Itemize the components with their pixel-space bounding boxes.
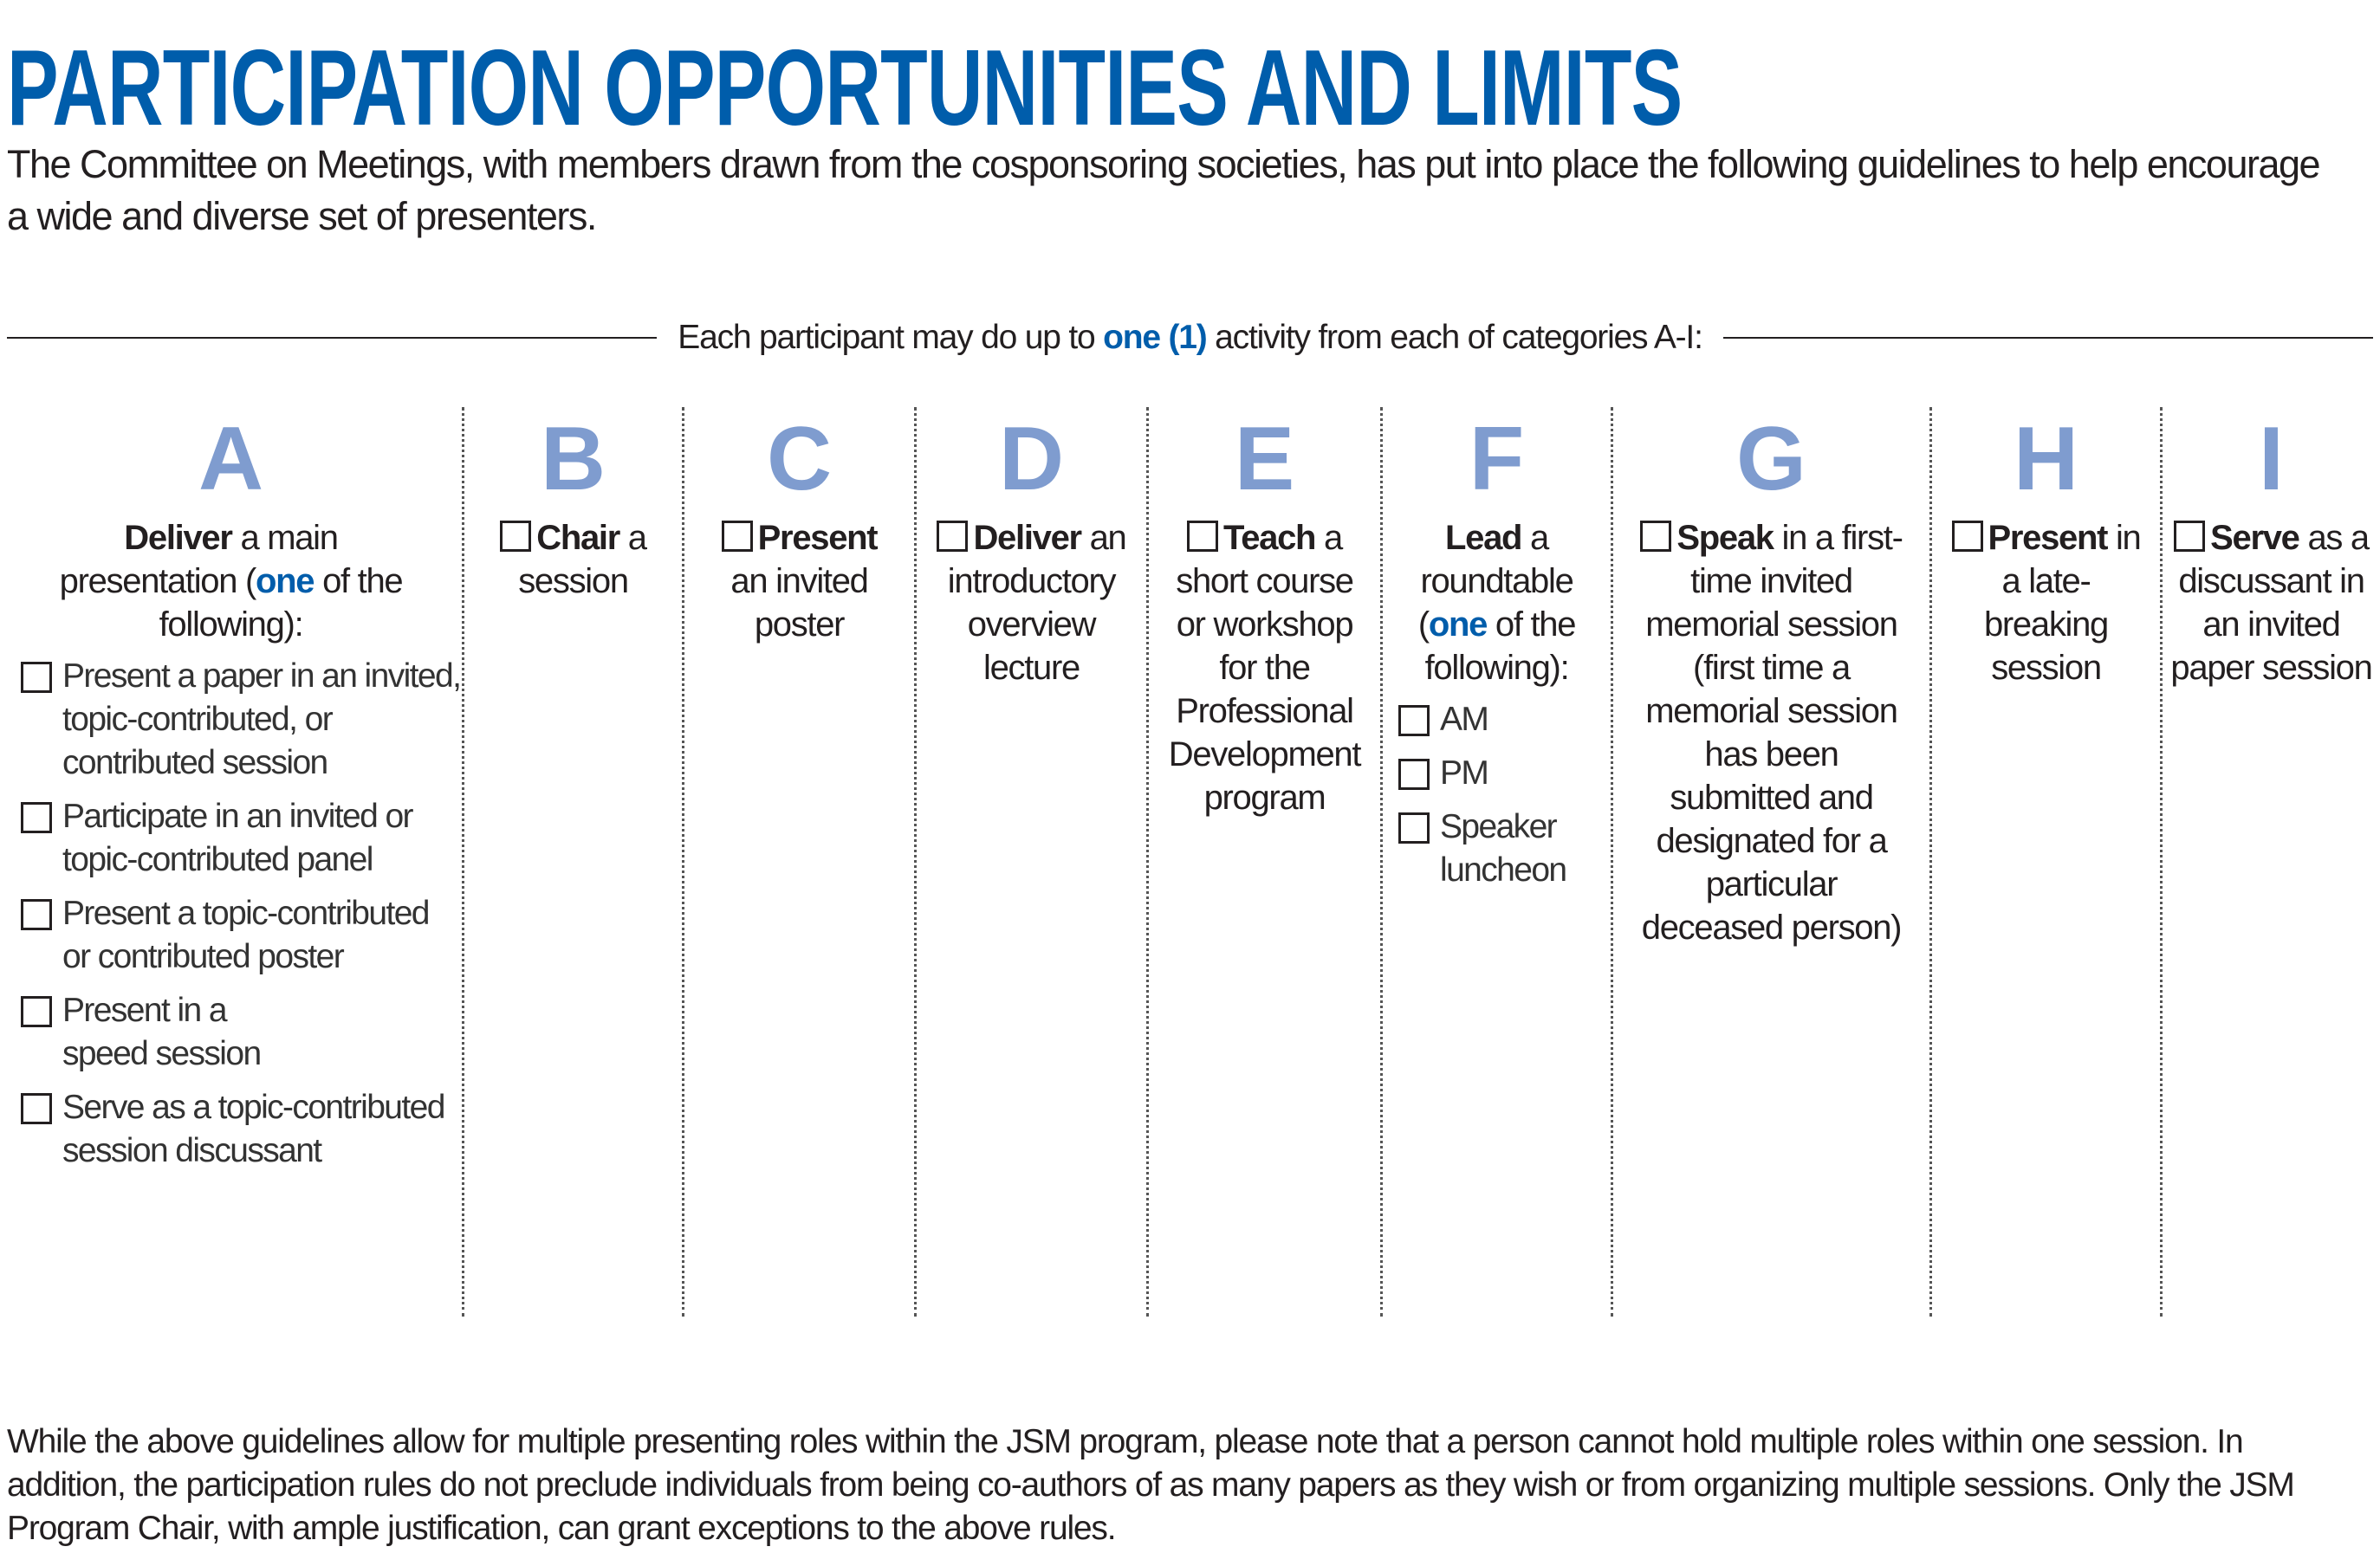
heading-text: as a discussant in an invited paper sess… xyxy=(2170,519,2372,687)
heading-text: an introductory overview lecture xyxy=(947,519,1127,687)
category-g: G Speak in a first-time invited memorial… xyxy=(1611,407,1929,1317)
heading-text: in a late-breaking session xyxy=(1983,519,2142,687)
checkbox[interactable] xyxy=(721,521,753,552)
rule-text: Each participant may do up to one (1) ac… xyxy=(657,319,1722,357)
option-item[interactable]: Present a paper in an invited, topic-con… xyxy=(21,655,462,785)
option-item[interactable]: PM xyxy=(1398,752,1611,795)
divider-right xyxy=(1722,337,2373,339)
option-item[interactable]: AM xyxy=(1398,698,1611,741)
heading-text: an invited poster xyxy=(730,562,869,644)
option-label: Present a paper in an invited, topic-con… xyxy=(62,657,462,781)
heading-bold: Chair xyxy=(536,519,620,557)
checkbox[interactable] xyxy=(21,996,52,1027)
category-letter: F xyxy=(1469,409,1525,509)
heading-text-2: of the following): xyxy=(1424,605,1577,687)
heading-bold: Present xyxy=(757,519,879,557)
rule-text-before: Each participant may do up to xyxy=(678,319,1104,356)
option-item[interactable]: Speaker luncheon xyxy=(1398,806,1611,892)
checkbox[interactable] xyxy=(500,521,532,552)
heading-text-2: of the following): xyxy=(159,562,404,644)
option-label: PM xyxy=(1440,754,1489,792)
option-label: Present a topic-contributed or contribut… xyxy=(62,895,431,975)
heading-bold: Teach xyxy=(1223,519,1316,557)
heading-bold: Lead xyxy=(1445,519,1522,557)
checkbox[interactable] xyxy=(2174,521,2206,552)
checkbox[interactable] xyxy=(937,521,969,552)
checkbox[interactable] xyxy=(1398,812,1430,844)
heading-bold: Present xyxy=(1988,519,2109,557)
category-heading: Deliver a main presentation (one of the … xyxy=(0,516,462,646)
category-letter: C xyxy=(766,409,833,509)
options-list: Present a paper in an invited, topic-con… xyxy=(0,655,462,1173)
category-rule: Each participant may do up to one (1) ac… xyxy=(7,316,2373,359)
checkbox[interactable] xyxy=(1187,521,1219,552)
category-heading: Present an invited poster xyxy=(684,516,914,646)
rule-text-after: activity from each of categories A-I: xyxy=(1206,319,1703,356)
category-a: A Deliver a main presentation (one of th… xyxy=(0,407,462,1317)
heading-bold: Deliver xyxy=(973,519,1082,557)
category-heading: Teach a short course or workshop for the… xyxy=(1149,516,1380,819)
category-letter: B xyxy=(540,409,606,509)
category-letter: H xyxy=(2013,409,2079,509)
heading-text: a roundtable ( xyxy=(1417,519,1574,644)
category-e: E Teach a short course or workshop for t… xyxy=(1146,407,1380,1317)
category-letter: D xyxy=(998,409,1065,509)
intro-text: The Committee on Meetings, with members … xyxy=(7,142,2321,238)
heading-highlight: one xyxy=(1428,605,1488,644)
checkbox[interactable] xyxy=(1640,521,1672,552)
category-f: F Lead a roundtable (one of the followin… xyxy=(1380,407,1611,1317)
footer-note: While the above guidelines allow for mul… xyxy=(7,1423,2295,1547)
option-item[interactable]: Present a topic-contributed or contribut… xyxy=(21,892,462,979)
divider-left xyxy=(7,337,658,339)
checkbox[interactable] xyxy=(1398,759,1430,790)
checkbox[interactable] xyxy=(21,899,52,930)
category-letter: E xyxy=(1234,409,1295,509)
category-heading: Lead a roundtable (one of the following)… xyxy=(1383,516,1611,689)
heading-text: a session xyxy=(518,519,647,600)
checkbox[interactable] xyxy=(1951,521,1983,552)
category-heading: Deliver an introductory overview lecture xyxy=(917,516,1146,689)
category-heading: Present in a late-breaking session xyxy=(1932,516,2160,689)
options-list: AM PM Speaker luncheon xyxy=(1383,698,1611,892)
heading-bold: Serve xyxy=(2210,519,2300,557)
rule-highlight: one (1) xyxy=(1103,319,1208,356)
option-label: Serve as a topic-contributed session dis… xyxy=(62,1089,445,1169)
checkbox[interactable] xyxy=(21,802,52,833)
category-letter: G xyxy=(1736,409,1806,509)
category-letter: I xyxy=(2259,409,2284,509)
category-h: H Present in a late-breaking session xyxy=(1929,407,2160,1317)
option-item[interactable]: Present in a speed session xyxy=(21,989,462,1076)
checkbox[interactable] xyxy=(21,662,52,693)
heading-text: in a first-time invited memorial session… xyxy=(1641,519,1903,947)
checkbox[interactable] xyxy=(21,1093,52,1124)
option-label: Speaker luncheon xyxy=(1440,808,1567,889)
category-heading: Serve as a discussant in an invited pape… xyxy=(2163,516,2380,689)
category-c: C Present an invited poster xyxy=(682,407,914,1317)
option-label: Participate in an invited or topic-contr… xyxy=(62,798,414,878)
category-d: D Deliver an introductory overview lectu… xyxy=(914,407,1146,1317)
category-b: B Chair a session xyxy=(462,407,682,1317)
option-item[interactable]: Participate in an invited or topic-contr… xyxy=(21,795,462,882)
option-item[interactable]: Serve as a topic-contributed session dis… xyxy=(21,1086,462,1173)
heading-text: a short course or workshop for the Profe… xyxy=(1168,519,1362,817)
category-letter: A xyxy=(198,409,264,509)
category-i: I Serve as a discussant in an invited pa… xyxy=(2160,407,2380,1317)
option-label: AM xyxy=(1440,701,1489,738)
option-label: Present in a speed session xyxy=(62,992,262,1072)
heading-highlight: one xyxy=(256,562,315,600)
category-heading: Chair a session xyxy=(464,516,682,603)
page-title: PARTICIPATION OPPORTUNITIES AND LIMITS xyxy=(7,29,1683,148)
category-heading: Speak in a first-time invited memorial s… xyxy=(1613,516,1929,949)
checkbox[interactable] xyxy=(1398,705,1430,736)
heading-bold: Speak xyxy=(1676,519,1774,557)
heading-text: a main presentation ( xyxy=(59,519,339,600)
heading-bold: Deliver xyxy=(124,519,233,557)
